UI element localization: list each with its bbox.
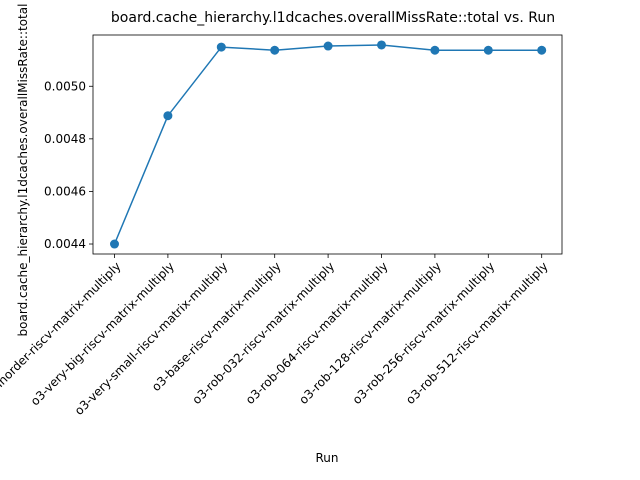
data-point bbox=[323, 41, 333, 51]
y-axis: 0.0044 0.0046 0.0048 0.0050 bbox=[44, 79, 93, 251]
data-point bbox=[483, 45, 493, 55]
data-point bbox=[537, 45, 547, 55]
y-tick-label: 0.0044 bbox=[44, 237, 86, 251]
y-tick-label: 0.0048 bbox=[44, 132, 86, 146]
chart-title: board.cache_hierarchy.l1dcaches.overallM… bbox=[111, 10, 555, 26]
data-point bbox=[110, 239, 119, 249]
data-point bbox=[377, 40, 386, 50]
series-markers bbox=[110, 40, 547, 249]
x-axis-label: Run bbox=[315, 451, 338, 465]
data-point bbox=[270, 45, 280, 55]
data-point bbox=[216, 42, 226, 52]
plot-area bbox=[92, 34, 563, 255]
y-axis-label: board.cache_hierarchy.l1dcaches.overallM… bbox=[16, 4, 30, 337]
data-point bbox=[430, 45, 440, 55]
data-point bbox=[163, 111, 173, 121]
y-tick-label: 0.0046 bbox=[44, 184, 86, 198]
y-tick-label: 0.0050 bbox=[44, 79, 86, 93]
